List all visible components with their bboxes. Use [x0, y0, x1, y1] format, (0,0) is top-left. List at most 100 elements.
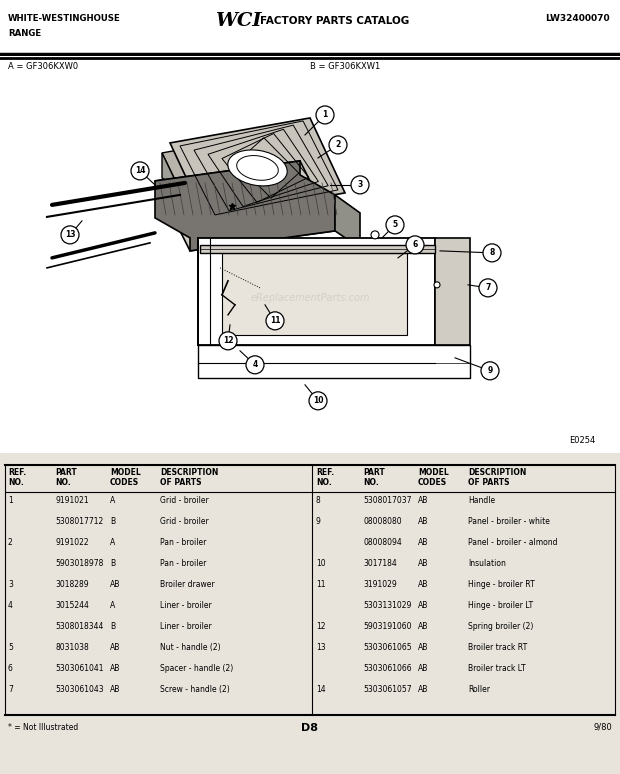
Text: Insulation: Insulation [468, 559, 506, 568]
Text: Grid - broiler: Grid - broiler [160, 496, 209, 505]
Text: 5903018978: 5903018978 [55, 559, 104, 568]
Text: 5303061065: 5303061065 [363, 643, 412, 652]
Text: WHITE-WESTINGHOUSE: WHITE-WESTINGHOUSE [8, 14, 121, 23]
Polygon shape [155, 161, 335, 251]
Polygon shape [302, 128, 338, 228]
Text: 3191029: 3191029 [363, 580, 397, 589]
Text: AB: AB [418, 685, 428, 694]
Text: 13: 13 [316, 643, 326, 652]
Text: 3: 3 [357, 180, 363, 190]
Text: 2: 2 [8, 538, 13, 546]
Polygon shape [198, 238, 435, 345]
Text: 1: 1 [322, 111, 327, 119]
Text: eReplacementParts.com: eReplacementParts.com [250, 293, 370, 303]
Text: AB: AB [418, 622, 428, 631]
Text: AB: AB [110, 685, 120, 694]
Text: AB: AB [418, 517, 428, 526]
Text: 3018289: 3018289 [55, 580, 89, 589]
Ellipse shape [228, 150, 287, 186]
Text: AB: AB [418, 580, 428, 589]
Text: Broiler track RT: Broiler track RT [468, 643, 527, 652]
Text: 3017184: 3017184 [363, 559, 397, 568]
Text: 9: 9 [316, 517, 321, 526]
Text: 4: 4 [8, 601, 13, 610]
Text: PART
NO.: PART NO. [55, 467, 77, 487]
Text: 8: 8 [489, 248, 495, 258]
Circle shape [371, 231, 379, 239]
Ellipse shape [237, 156, 278, 180]
Text: 9191022: 9191022 [55, 538, 89, 546]
Polygon shape [435, 238, 470, 345]
Text: Spacer - handle (2): Spacer - handle (2) [160, 664, 233, 673]
Circle shape [329, 136, 347, 154]
Text: AB: AB [110, 643, 120, 652]
Circle shape [406, 236, 424, 254]
Text: 08008094: 08008094 [363, 538, 402, 546]
Text: Broiler drawer: Broiler drawer [160, 580, 215, 589]
Text: 6: 6 [412, 241, 418, 249]
Circle shape [266, 312, 284, 330]
Text: DESCRIPTION
OF PARTS: DESCRIPTION OF PARTS [160, 467, 218, 487]
Text: AB: AB [418, 664, 428, 673]
Circle shape [131, 162, 149, 180]
Text: Nut - handle (2): Nut - handle (2) [160, 643, 221, 652]
Text: 14: 14 [316, 685, 326, 694]
Text: * = Not Illustrated: * = Not Illustrated [8, 723, 78, 732]
Text: REF.
NO.: REF. NO. [316, 467, 334, 487]
Text: 11: 11 [270, 317, 280, 325]
Text: 13: 13 [64, 231, 75, 239]
Text: AB: AB [418, 559, 428, 568]
Text: E0254: E0254 [569, 436, 595, 445]
Text: 10: 10 [312, 396, 323, 406]
Text: Screw - handle (2): Screw - handle (2) [160, 685, 230, 694]
Text: 14: 14 [135, 166, 145, 176]
Text: 5308018344: 5308018344 [55, 622, 104, 631]
Text: 9/80: 9/80 [593, 723, 612, 732]
Text: 10: 10 [316, 559, 326, 568]
Circle shape [219, 332, 237, 350]
Text: 5303061043: 5303061043 [55, 685, 104, 694]
Text: A = GF306KXW0: A = GF306KXW0 [8, 63, 78, 71]
Text: A: A [110, 601, 115, 610]
Text: Panel - broiler - almond: Panel - broiler - almond [468, 538, 557, 546]
Text: Liner - broiler: Liner - broiler [160, 622, 212, 631]
Text: 1: 1 [8, 496, 13, 505]
Bar [200, 245, 435, 253]
Text: Spring broiler (2): Spring broiler (2) [468, 622, 533, 631]
Circle shape [434, 282, 440, 288]
Text: Hinge - broiler RT: Hinge - broiler RT [468, 580, 534, 589]
Text: LW32400070: LW32400070 [546, 14, 610, 23]
Text: 8031038: 8031038 [55, 643, 89, 652]
Circle shape [309, 392, 327, 409]
Circle shape [479, 279, 497, 297]
Text: MODEL
CODES: MODEL CODES [110, 467, 141, 487]
Text: 5308017712: 5308017712 [55, 517, 104, 526]
Text: Handle: Handle [468, 496, 495, 505]
Text: AB: AB [418, 538, 428, 546]
Polygon shape [162, 153, 198, 228]
Text: A: A [110, 538, 115, 546]
Text: 2: 2 [335, 140, 340, 149]
Text: AB: AB [110, 664, 120, 673]
Bar [222, 253, 407, 335]
Text: 5: 5 [392, 221, 397, 229]
Text: 5: 5 [8, 643, 13, 652]
Text: B = GF306KXW1: B = GF306KXW1 [310, 63, 380, 71]
Circle shape [246, 356, 264, 374]
Text: Pan - broiler: Pan - broiler [160, 559, 206, 568]
Text: 3015244: 3015244 [55, 601, 89, 610]
Text: MODEL
CODES: MODEL CODES [418, 467, 449, 487]
Text: DESCRIPTION
OF PARTS: DESCRIPTION OF PARTS [468, 467, 526, 487]
Text: PART
NO.: PART NO. [363, 467, 385, 487]
Polygon shape [162, 128, 338, 228]
Text: AB: AB [418, 643, 428, 652]
Text: Roller: Roller [468, 685, 490, 694]
Circle shape [351, 176, 369, 194]
Text: 11: 11 [316, 580, 326, 589]
Text: A: A [110, 496, 115, 505]
Text: 5903191060: 5903191060 [363, 622, 412, 631]
Text: 12: 12 [223, 337, 233, 345]
Polygon shape [170, 118, 345, 218]
Text: 5303061057: 5303061057 [363, 685, 412, 694]
Circle shape [61, 226, 79, 244]
